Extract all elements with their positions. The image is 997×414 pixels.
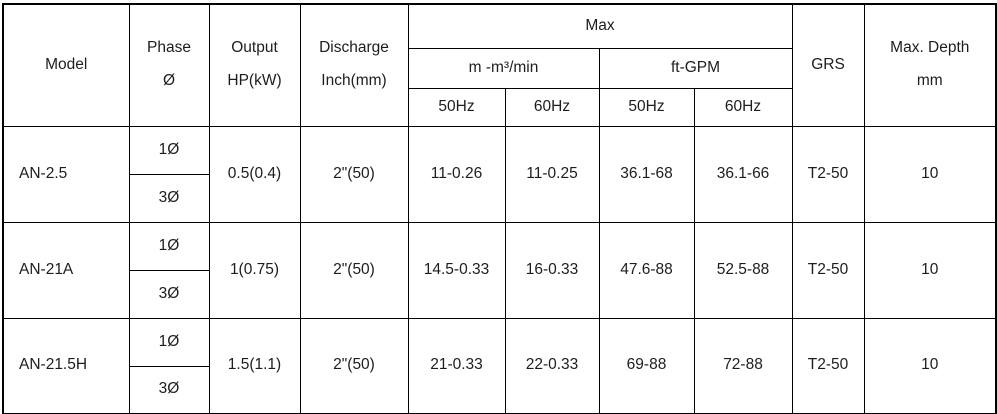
max-metric-60hz-cell: 11-0.25 [504, 125, 600, 223]
output-cell: 0.5(0.4) [208, 125, 301, 223]
phase-3ph-cell: 3Ø [128, 269, 210, 319]
max-metric-50hz-cell: 14.5-0.33 [407, 221, 506, 319]
imperial-group-header: ft-GPM [598, 47, 793, 89]
grs-cell: T2-50 [791, 317, 865, 414]
max-metric-60hz-cell: 22-0.33 [504, 317, 600, 414]
max-depth-header-line1: Max. Depth [890, 39, 970, 57]
max-imperial-60hz-cell: 36.1-66 [693, 125, 793, 223]
phase-1ph-cell: 1Ø [128, 317, 210, 367]
imperial-60hz-header: 60Hz [693, 87, 793, 127]
max-metric-60hz-cell: 16-0.33 [504, 221, 600, 319]
table-row: 3Ø [3, 173, 996, 223]
output-cell: 1(0.75) [208, 221, 301, 319]
phase-1ph-cell: 1Ø [128, 125, 210, 175]
max-imperial-60hz-cell: 72-88 [693, 317, 793, 414]
table-row: 3Ø [3, 269, 996, 319]
phase-header-line1: Phase [147, 39, 191, 57]
phase-3ph-cell: 3Ø [128, 365, 210, 414]
discharge-cell: 2"(50) [299, 221, 409, 319]
max-metric-50hz-cell: 11-0.26 [407, 125, 506, 223]
model-column-header: Model [2, 3, 130, 127]
output-header-line2: HP(kW) [227, 72, 282, 90]
discharge-column-header: Discharge Inch(mm) [299, 3, 409, 127]
table-row: AN-21.5H 1Ø 1.5(1.1) 2"(50) 21-0.33 22-0… [2, 317, 997, 414]
max-depth-cell: 10 [863, 125, 997, 223]
max-depth-column-header: Max. Depth mm [863, 3, 997, 127]
grs-cell: T2-50 [791, 125, 865, 223]
max-depth-cell: 10 [863, 317, 997, 414]
phase-column-header: Phase Ø [128, 3, 210, 127]
output-header-line1: Output [231, 39, 278, 57]
discharge-cell: 2"(50) [299, 317, 409, 414]
output-cell: 1.5(1.1) [208, 317, 301, 414]
max-imperial-50hz-cell: 69-88 [598, 317, 695, 414]
metric-50hz-header: 50Hz [407, 87, 506, 127]
max-depth-header-line2: mm [916, 72, 943, 90]
model-cell: AN-21A [2, 221, 130, 319]
discharge-header-line1: Discharge [319, 39, 389, 57]
discharge-cell: 2"(50) [299, 125, 409, 223]
discharge-header-line2: Inch(mm) [321, 72, 387, 90]
grs-column-header: GRS [791, 3, 865, 127]
max-metric-50hz-cell: 21-0.33 [407, 317, 506, 414]
phase-1ph-cell: 1Ø [128, 221, 210, 271]
model-cell: AN-21.5H [2, 317, 130, 414]
max-depth-cell: 10 [863, 221, 997, 319]
pump-spec-table: Model Phase Ø Output HP(kW) Discharge In… [2, 3, 997, 414]
phase-header-line2: Ø [162, 72, 176, 90]
max-imperial-60hz-cell: 52.5-88 [693, 221, 793, 319]
grs-cell: T2-50 [791, 221, 865, 319]
max-imperial-50hz-cell: 47.6-88 [598, 221, 695, 319]
table-row: AN-21A 1Ø 1(0.75) 2"(50) 14.5-0.33 16-0.… [2, 221, 997, 319]
max-imperial-50hz-cell: 36.1-68 [598, 125, 695, 223]
imperial-50hz-header: 50Hz [598, 87, 695, 127]
model-cell: AN-2.5 [2, 125, 130, 223]
metric-group-header: m -m³/min [407, 47, 600, 89]
metric-60hz-header: 60Hz [504, 87, 600, 127]
output-column-header: Output HP(kW) [208, 3, 301, 127]
table-row: AN-2.5 1Ø 0.5(0.4) 2"(50) 11-0.26 11-0.2… [2, 125, 997, 223]
phase-3ph-cell: 3Ø [128, 173, 210, 223]
max-group-header: Max [407, 3, 793, 49]
